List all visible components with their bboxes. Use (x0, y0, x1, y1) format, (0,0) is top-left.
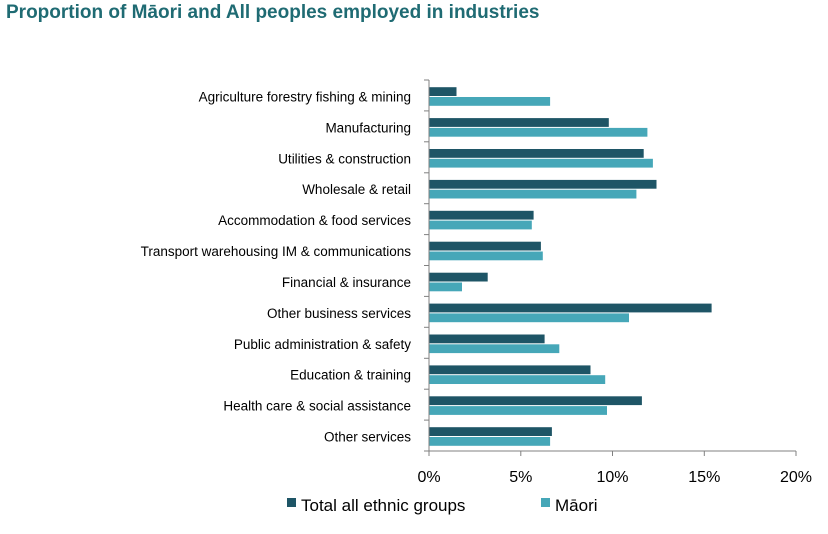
category-label: Agriculture forestry fishing & mining (199, 90, 411, 105)
category-label: Other services (324, 430, 411, 445)
category-label: Accommodation & food services (218, 213, 411, 228)
category-label: Manufacturing (325, 120, 411, 135)
bar-total-8 (429, 334, 545, 344)
bar-maori-6 (429, 282, 462, 292)
legend-label-maori: Māori (555, 496, 598, 515)
bar-total-11 (429, 427, 552, 436)
legend-swatch-maori (541, 498, 550, 507)
bar-maori-8 (429, 344, 560, 354)
bar-total-7 (429, 303, 712, 313)
legend-swatch-total (287, 498, 296, 507)
bar-maori-5 (429, 251, 543, 261)
bar-total-1 (429, 118, 609, 127)
bar-maori-7 (429, 313, 629, 323)
bar-maori-3 (429, 189, 637, 199)
category-label: Financial & insurance (282, 275, 411, 290)
category-label: Public administration & safety (234, 337, 411, 352)
category-label: Health care & social assistance (223, 399, 411, 414)
x-tick-label: 0% (417, 469, 440, 486)
bar-maori-0 (429, 97, 551, 106)
x-tick-label: 20% (780, 469, 812, 486)
bar-total-2 (429, 149, 644, 158)
category-label: Other business services (267, 306, 411, 321)
category-label: Utilities & construction (278, 151, 411, 166)
chart-title: Proportion of Māori and All peoples empl… (6, 2, 540, 23)
bar-total-6 (429, 272, 488, 282)
bar-maori-2 (429, 158, 653, 168)
bar-maori-11 (429, 437, 551, 446)
category-label: Wholesale & retail (302, 182, 411, 197)
x-tick-label: 15% (688, 469, 720, 486)
legend-label-total: Total all ethnic groups (301, 496, 465, 515)
category-label: Education & training (290, 368, 411, 383)
x-tick-label: 5% (509, 469, 532, 486)
bar-total-10 (429, 396, 642, 406)
bar-maori-4 (429, 220, 532, 230)
category-label: Transport warehousing IM & communication… (141, 244, 412, 259)
bar-total-3 (429, 179, 657, 189)
bar-total-0 (429, 87, 457, 96)
bar-total-5 (429, 241, 541, 251)
x-tick-label: 10% (596, 469, 628, 486)
bar-total-9 (429, 365, 591, 375)
bar-total-4 (429, 210, 534, 220)
bar-maori-1 (429, 127, 648, 137)
bar-maori-9 (429, 375, 606, 384)
bar-maori-10 (429, 406, 607, 415)
